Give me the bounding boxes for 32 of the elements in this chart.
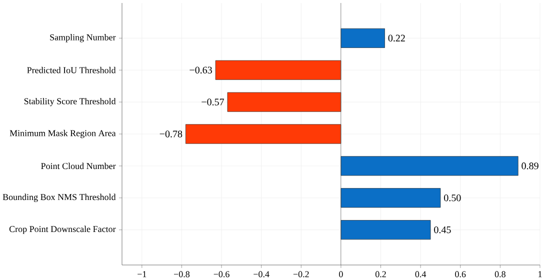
data-label: 0.45 (434, 226, 451, 234)
y-tick-label: Crop Point Downscale Factor (9, 226, 116, 234)
y-tick-label: Predicted IoU Threshold (27, 66, 116, 74)
data-label: −0.78 (160, 130, 182, 138)
bar (340, 156, 518, 176)
bar (185, 124, 342, 144)
x-tick-label: 0 (339, 271, 343, 278)
bar (215, 60, 342, 80)
x-tick-label: 0.8 (494, 271, 506, 278)
y-tick-label: Bounding Box NMS Threshold (2, 194, 116, 202)
data-label: −0.63 (190, 66, 212, 74)
data-label: −0.57 (202, 98, 224, 106)
y-tick-label: Point Cloud Number (41, 162, 116, 170)
y-tick-label: Minimum Mask Region Area (10, 130, 116, 138)
x-tick-label: −0.2 (293, 271, 309, 278)
x-tick-label: 1 (538, 271, 542, 278)
x-tick-label: −0.4 (254, 271, 270, 278)
x-tick-label: −0.8 (174, 271, 190, 278)
bar (340, 220, 431, 240)
x-tick-label: 0.6 (455, 271, 466, 278)
bar (227, 92, 342, 112)
x-tick-label: −1 (138, 271, 146, 278)
data-label: 0.22 (388, 34, 405, 42)
data-label: 0.50 (444, 194, 461, 202)
y-tick-label: Sampling Number (50, 34, 116, 42)
x-tick-label: −0.6 (214, 271, 230, 278)
x-tick-label: 0.4 (415, 271, 426, 278)
data-label: 0.89 (522, 162, 538, 170)
bar (340, 28, 385, 48)
y-tick-label: Stability Score Threshold (24, 98, 116, 106)
x-tick-label: 0.2 (375, 271, 386, 278)
bar (340, 188, 441, 208)
